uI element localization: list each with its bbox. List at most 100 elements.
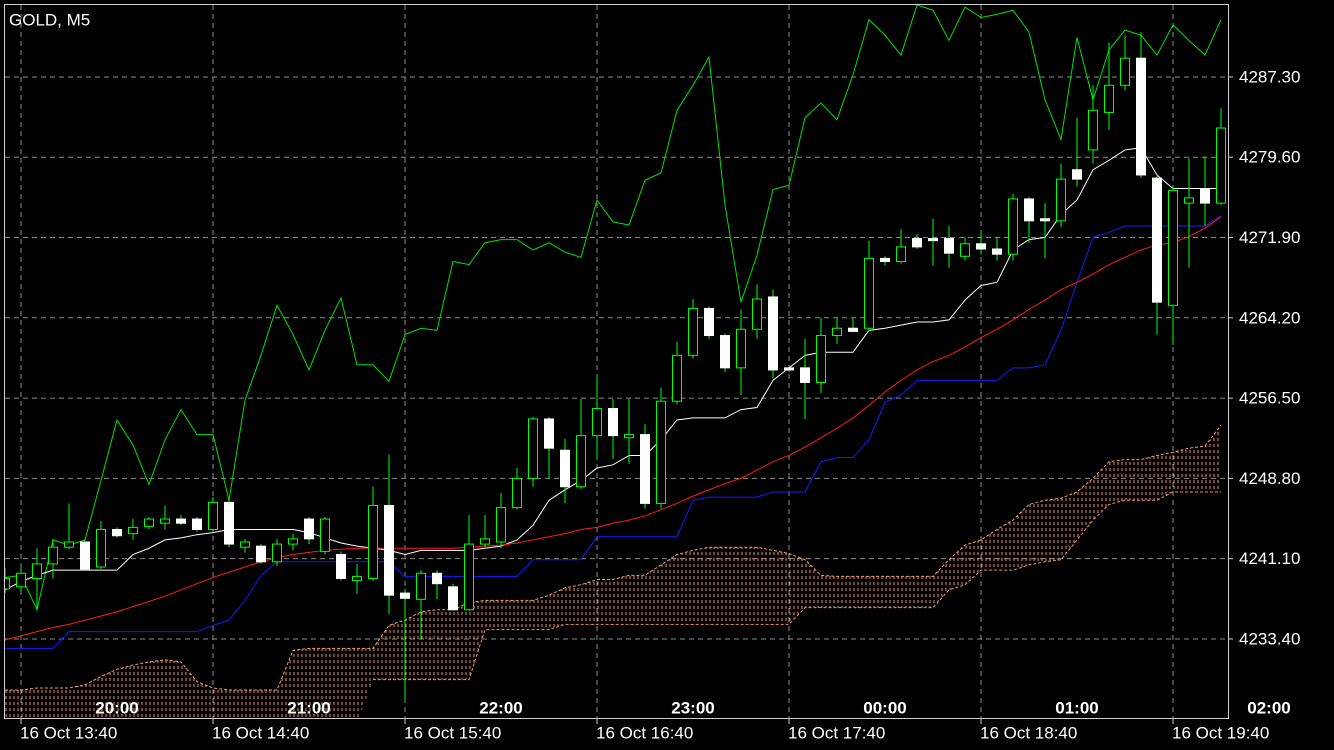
y-tick-label: 4287.30 <box>1239 67 1300 86</box>
x-tick-label: 16 Oct 14:40 <box>212 723 309 742</box>
candle-body <box>960 243 970 257</box>
candle-body <box>736 328 746 369</box>
candle-body <box>160 518 170 524</box>
candle-body <box>1088 109 1098 151</box>
candle-body <box>176 518 186 524</box>
x-tick-label: 16 Oct 19:40 <box>1172 723 1269 742</box>
x-tick-label: 16 Oct 13:40 <box>20 723 117 742</box>
candle-body <box>1216 127 1226 204</box>
candle-body <box>256 545 266 563</box>
y-tick-label: 4241.10 <box>1239 549 1300 568</box>
time-label: 22:00 <box>479 698 522 717</box>
candle-body <box>480 538 490 545</box>
candle-body <box>832 327 842 337</box>
time-label: 20:00 <box>95 698 138 717</box>
candle-body <box>320 518 330 552</box>
chart-title: GOLD, M5 <box>9 10 90 29</box>
candle-body <box>512 477 522 509</box>
candle-body <box>1120 57 1130 86</box>
y-tick-label: 4256.50 <box>1239 389 1300 408</box>
candle-body <box>672 354 682 402</box>
candle-body <box>896 246 906 263</box>
time-label: 01:00 <box>1055 698 1098 717</box>
candle-body <box>1024 198 1034 222</box>
time-label: 21:00 <box>287 698 330 717</box>
candle-body <box>192 518 202 530</box>
candle-body <box>32 563 42 579</box>
candle-body <box>592 408 602 437</box>
indicator-line <box>5 216 1222 641</box>
y-tick-label: 4279.60 <box>1239 148 1300 167</box>
candle-body <box>752 298 762 330</box>
cloud-upper-line <box>5 424 1222 691</box>
candle-body <box>5 577 10 590</box>
candle-body <box>288 538 298 545</box>
candle-body <box>560 449 570 488</box>
time-label: 02:00 <box>1247 698 1290 717</box>
candle-body <box>1040 218 1050 222</box>
candle-body <box>1104 84 1114 113</box>
cloud-lower-line <box>373 491 1221 681</box>
candle-body <box>1152 177 1162 303</box>
plot-area <box>5 5 1228 718</box>
candle-body <box>624 434 634 439</box>
candle-body <box>704 307 714 337</box>
candle-body <box>768 296 778 371</box>
plot-frame <box>4 4 1229 719</box>
candle-body <box>144 518 154 527</box>
candle-body <box>864 257 874 329</box>
candle-body <box>240 541 250 548</box>
candle-body <box>368 504 378 579</box>
candle-body <box>944 238 954 254</box>
candle-body <box>128 526 138 535</box>
candle-body <box>272 543 282 563</box>
candle-body <box>1200 188 1210 204</box>
cloud-hatch <box>5 425 1221 718</box>
x-tick-label: 16 Oct 17:40 <box>788 723 885 742</box>
y-tick-label: 4264.20 <box>1239 308 1300 327</box>
candle-body <box>448 586 458 611</box>
candle-body <box>464 543 474 611</box>
candle-body <box>496 507 506 543</box>
candle-body <box>352 575 362 582</box>
candle-body <box>880 257 890 263</box>
candle-body <box>784 367 794 371</box>
indicator-line <box>5 147 1221 591</box>
candle-body <box>208 501 218 530</box>
time-label: 23:00 <box>671 698 714 717</box>
candle-body <box>912 238 922 248</box>
candle-body <box>656 400 666 504</box>
y-tick-label: 4271.90 <box>1239 228 1300 247</box>
candle-body <box>1184 197 1194 204</box>
candle-body <box>928 238 938 242</box>
candle-body <box>304 518 314 540</box>
candle-body <box>816 335 826 383</box>
candle-body <box>384 504 394 596</box>
y-tick-label: 4248.80 <box>1239 469 1300 488</box>
candle-body <box>576 435 586 488</box>
candle-body <box>976 243 986 250</box>
y-tick-label: 4233.40 <box>1239 629 1300 648</box>
candle-body <box>848 327 858 332</box>
candle-body <box>1136 57 1146 176</box>
x-tick-label: 16 Oct 18:40 <box>980 723 1077 742</box>
candle-body <box>640 434 650 504</box>
time-label: 00:00 <box>863 698 906 717</box>
x-tick-label: 16 Oct 15:40 <box>404 723 501 742</box>
candle-body <box>544 418 554 449</box>
candle-body <box>1168 190 1178 306</box>
candle-body <box>48 546 58 565</box>
candle-body <box>992 248 1002 255</box>
candle-body <box>528 418 538 479</box>
x-tick-label: 16 Oct 16:40 <box>596 723 693 742</box>
candle-body <box>688 307 698 356</box>
candle-body <box>1056 178 1066 222</box>
candle-body <box>720 335 730 369</box>
candle-body <box>224 501 234 545</box>
candle-body <box>336 554 346 579</box>
indicator-line <box>5 5 1222 612</box>
candle-body <box>96 528 106 568</box>
